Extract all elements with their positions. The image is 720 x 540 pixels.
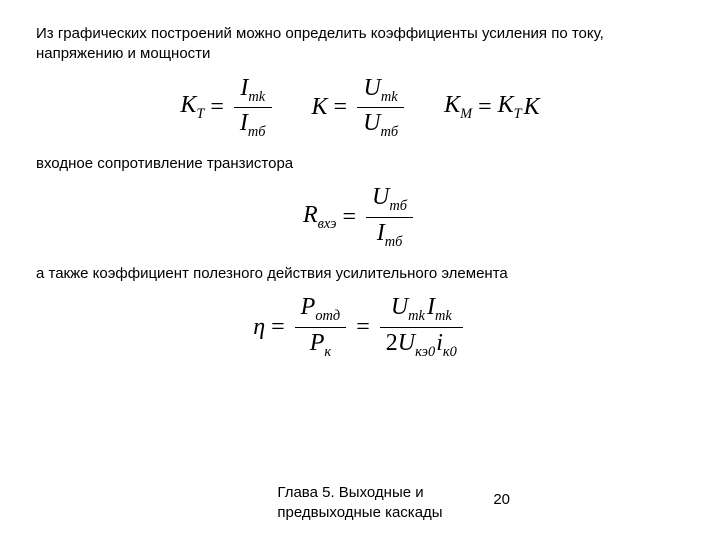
eq2-den: U <box>363 110 380 136</box>
eq4-num: U <box>372 184 389 210</box>
eq4-lhs: R <box>303 202 318 228</box>
footer-line-2: предвыходные каскады <box>277 504 442 521</box>
paragraph-1: Из графических построений можно определи… <box>36 24 684 65</box>
page-number: 20 <box>493 491 510 508</box>
footer-line-1: Глава 5. Выходные и <box>277 484 423 501</box>
equation-rvx: Rвхэ = Umб Imб <box>303 184 417 250</box>
eq5-rden-coef: 2 <box>386 330 398 356</box>
equation-km: KM = KT K <box>444 92 540 123</box>
paragraph-3: а также коэффициент полезного действия у… <box>36 264 684 284</box>
paragraph-2: входное сопротивление транзистора <box>36 154 684 174</box>
eq4-den-sub: mб <box>385 234 403 250</box>
eq2-num-sub: mk <box>381 88 398 104</box>
eq4-den: I <box>377 220 385 246</box>
eq5-rnum-b-sub: mk <box>435 308 452 324</box>
eq5-lhs: η <box>253 314 265 341</box>
eq1-lhs-sub: T <box>196 106 204 122</box>
eq3-rhs-a-sub: T <box>514 106 522 122</box>
equation-row-1: KT = Imk Imб K = Umk Umб KM = KT K <box>36 75 684 141</box>
eq1-den: I <box>240 110 248 136</box>
eq1-lhs: K <box>180 92 196 118</box>
page: Из графических построений можно определи… <box>0 0 720 540</box>
eq2-num: U <box>364 75 381 101</box>
eq3-rhs-b: K <box>524 94 540 121</box>
equation-row-2: Rвхэ = Umб Imб <box>36 184 684 250</box>
eq2-den-sub: mб <box>380 124 398 140</box>
footer-chapter: Глава 5. Выходные и предвыходные каскады <box>277 483 442 522</box>
eq3-lhs: K <box>444 92 460 118</box>
eq5-rnum-b: I <box>427 294 435 320</box>
eq5-rnum-a: U <box>391 294 408 320</box>
eq4-lhs-sub: вхэ <box>318 216 337 232</box>
eq5-mid-num-sub: отд <box>315 308 340 324</box>
equation-kt: KT = Imk Imб <box>180 75 275 141</box>
eq2-lhs: K <box>312 94 328 121</box>
eq3-lhs-sub: M <box>460 106 472 122</box>
equation-row-3: η = Pотд Pк = UmkImk 2Uкэ0iк0 <box>36 294 684 360</box>
eq5-rden-b: i <box>436 330 443 356</box>
equation-eta: η = Pотд Pк = UmkImk 2Uкэ0iк0 <box>253 294 467 360</box>
equation-k: K = Umk Umб <box>312 75 409 141</box>
eq5-rnum-a-sub: mk <box>408 308 425 324</box>
eq5-rden-b-sub: к0 <box>443 344 457 360</box>
eq5-rden-a: U <box>398 330 415 356</box>
eq5-mid-den-sub: к <box>324 344 331 360</box>
eq4-num-sub: mб <box>389 198 407 214</box>
eq5-mid-num: P <box>301 294 316 320</box>
eq1-num-sub: mk <box>248 88 265 104</box>
eq5-rden-a-sub: кэ0 <box>415 344 435 360</box>
eq5-mid-den: P <box>310 330 325 356</box>
eq3-rhs-a: K <box>498 92 514 118</box>
footer: Глава 5. Выходные и предвыходные каскады <box>0 483 720 522</box>
eq1-den-sub: mб <box>248 124 266 140</box>
